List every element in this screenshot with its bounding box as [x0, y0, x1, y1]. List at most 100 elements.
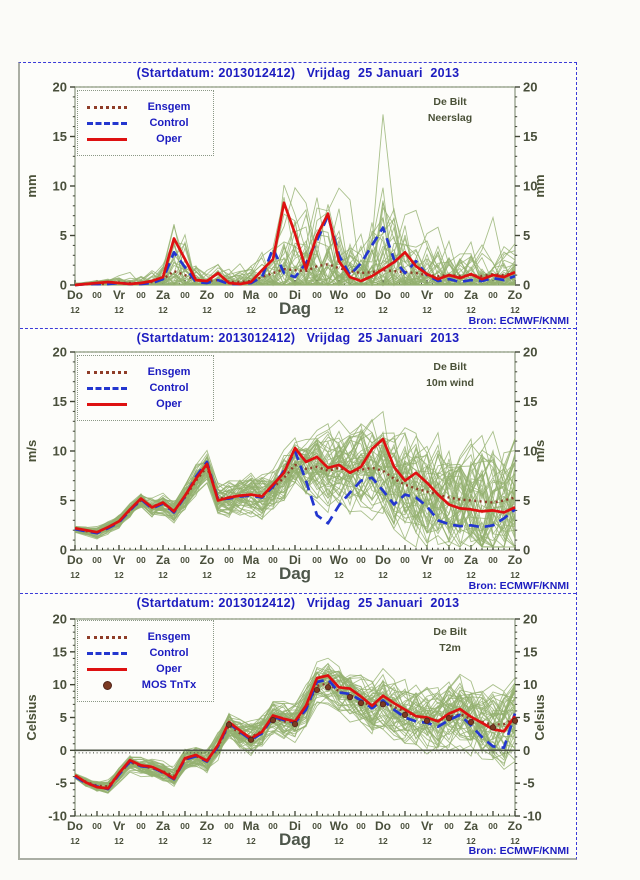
y-axis-unit-left: Celsius	[24, 694, 39, 740]
mos-tntx-points	[225, 684, 519, 743]
station-variable: Neerslag	[427, 112, 473, 125]
x-day-label: Ma	[243, 288, 260, 302]
x-midnight-label: 00	[312, 555, 322, 565]
legend-swatch-control	[87, 386, 127, 390]
y-tick-label: 5	[523, 228, 530, 243]
series-control	[74, 214, 516, 287]
y-axis-unit-left: mm	[24, 174, 39, 197]
y-tick-label: 20	[53, 612, 67, 627]
legend-label: Oper	[156, 663, 182, 675]
legend-swatch-control	[87, 651, 127, 655]
y-tick-label: 20	[53, 345, 67, 360]
y-tick-label: 15	[523, 129, 537, 144]
x-midnight-label: 00	[136, 555, 146, 565]
y-tick-label: 0	[523, 278, 530, 293]
x-day-label: Za	[464, 288, 478, 302]
x-day-label: Za	[156, 819, 170, 833]
x-hour-label: 12	[158, 836, 168, 846]
source-credit: Bron: ECMWF/KNMI	[468, 580, 569, 592]
x-hour-label: 12	[422, 570, 432, 580]
y-tick-label: 10	[53, 677, 67, 692]
y-tick-label: 15	[523, 394, 537, 409]
x-day-label: Ma	[243, 819, 260, 833]
x-midnight-label: 00	[268, 555, 278, 565]
legend-swatch-mos-tntx	[87, 680, 127, 690]
x-axis-title: Dag	[279, 564, 311, 583]
station-label: De Bilt 10m wind	[370, 359, 530, 392]
panel-t2m: (Startdatum: 2013012412) Vrijdag 25 Janu…	[20, 593, 576, 858]
x-hour-label: 12	[202, 570, 212, 580]
x-day-label: Za	[464, 819, 478, 833]
legend-item: Ensgem	[87, 629, 201, 645]
x-day-label: Za	[156, 288, 170, 302]
x-midnight-label: 00	[444, 821, 454, 831]
x-day-label: Zo	[508, 819, 523, 833]
x-midnight-label: 00	[356, 555, 366, 565]
y-tick-label: -5	[55, 776, 67, 791]
legend: Ensgem Control Oper	[77, 90, 214, 156]
legend-item: Oper	[87, 131, 201, 147]
x-hour-label: 12	[466, 305, 476, 315]
x-hour-label: 12	[378, 570, 388, 580]
legend-item: Control	[87, 115, 201, 131]
x-hour-label: 12	[158, 570, 168, 580]
legend-item: Ensgem	[87, 99, 201, 115]
x-midnight-label: 00	[312, 290, 322, 300]
x-hour-label: 12	[422, 836, 432, 846]
station-name: De Bilt	[433, 626, 467, 638]
y-tick-label: 5	[60, 493, 67, 508]
x-midnight-label: 00	[224, 555, 234, 565]
x-hour-label: 12	[202, 305, 212, 315]
x-midnight-label: 00	[136, 821, 146, 831]
x-day-label: Zo	[200, 288, 215, 302]
x-hour-label: 12	[334, 570, 344, 580]
series-oper	[74, 437, 516, 534]
x-hour-label: 12	[378, 836, 388, 846]
x-day-label: Za	[464, 553, 478, 567]
station-name: De Bilt	[433, 96, 467, 108]
y-tick-label: 0	[60, 543, 67, 558]
x-hour-label: 12	[202, 836, 212, 846]
x-day-label: Ma	[243, 553, 260, 567]
y-tick-label: 20	[53, 80, 67, 95]
series-oper	[74, 201, 516, 287]
y-tick-label: 15	[53, 644, 67, 659]
x-day-label: Do	[67, 553, 83, 567]
y-tick-label: 15	[523, 644, 537, 659]
x-midnight-label: 00	[488, 290, 498, 300]
x-day-label: Zo	[200, 553, 215, 567]
legend-swatch-oper	[87, 402, 127, 406]
legend-label: Ensgem	[147, 631, 191, 643]
y-tick-label: 10	[523, 179, 537, 194]
y-tick-label: 10	[53, 444, 67, 459]
legend-label: Ensgem	[147, 101, 191, 113]
y-axis-unit-right: Celsius	[532, 694, 547, 740]
y-axis-unit-right: mm	[532, 174, 547, 197]
x-hour-label: 12	[334, 305, 344, 315]
x-midnight-label: 00	[92, 555, 102, 565]
panel-wind: (Startdatum: 2013012412) Vrijdag 25 Janu…	[20, 328, 576, 593]
y-tick-label: 5	[60, 228, 67, 243]
legend-label: Control	[149, 117, 189, 129]
y-tick-label: 5	[523, 493, 530, 508]
x-day-label: Wo	[330, 288, 348, 302]
x-day-label: Vr	[421, 553, 433, 567]
y-axis-unit-right: m/s	[532, 440, 547, 462]
y-tick-label: 0	[523, 743, 530, 758]
x-day-label: Za	[156, 553, 170, 567]
station-variable: T2m	[439, 642, 461, 655]
y-tick-label: 20	[523, 612, 537, 627]
y-tick-label: 15	[53, 394, 67, 409]
x-midnight-label: 00	[400, 821, 410, 831]
x-hour-label: 12	[246, 836, 256, 846]
x-day-label: Zo	[508, 553, 523, 567]
x-day-label: Vr	[113, 288, 125, 302]
x-day-label: Do	[67, 819, 83, 833]
x-day-label: Di	[289, 553, 301, 567]
x-hour-label: 12	[378, 305, 388, 315]
station-variable: 10m wind	[426, 377, 474, 390]
x-day-label: Do	[375, 288, 391, 302]
x-day-label: Vr	[113, 819, 125, 833]
legend-label: MOS TnTx	[141, 679, 197, 691]
